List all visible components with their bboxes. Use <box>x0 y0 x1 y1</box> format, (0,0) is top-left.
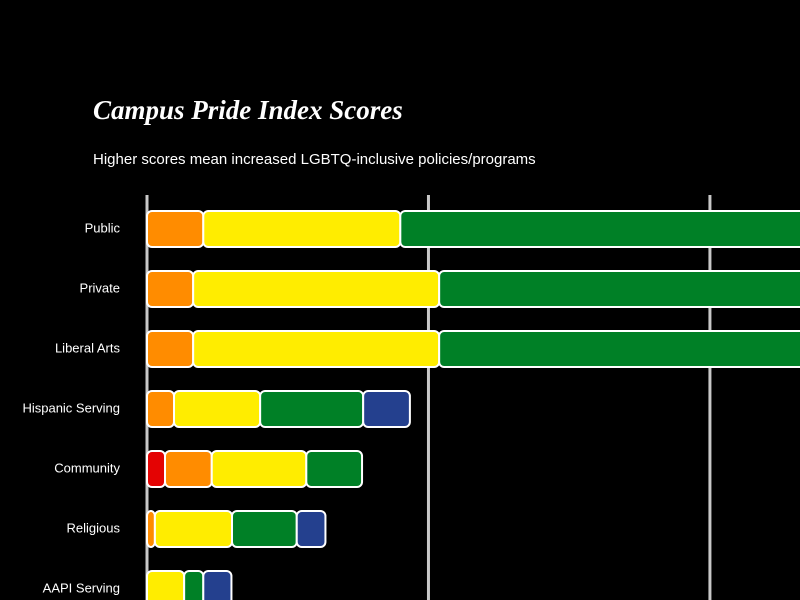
y-tick-label: Public <box>85 220 121 235</box>
y-tick-label: Community <box>54 460 120 475</box>
bar-segment <box>146 270 195 308</box>
bar-segment <box>259 390 365 428</box>
bar-segment <box>164 450 213 488</box>
bar-segment <box>192 270 441 308</box>
bar-segment <box>438 330 800 368</box>
bar-segment <box>438 270 800 308</box>
bar-segment <box>183 570 205 600</box>
bar-segment <box>362 390 411 428</box>
y-tick-label: Hispanic Serving <box>22 400 120 415</box>
bar-segment <box>153 510 234 548</box>
bar-segment <box>146 330 195 368</box>
bar-segment <box>146 570 186 600</box>
bar-segment <box>202 570 233 600</box>
bar-segment <box>192 330 441 368</box>
bar-segment <box>202 210 402 248</box>
y-tick-label: Private <box>80 280 120 295</box>
bar-segment <box>146 390 176 428</box>
bar-segment <box>399 210 800 248</box>
y-tick-label: AAPI Serving <box>43 580 120 595</box>
bar-segment <box>305 450 364 488</box>
y-tick-label: Liberal Arts <box>55 340 121 355</box>
bar-segment <box>146 210 205 248</box>
bar-segment <box>146 510 156 548</box>
chart-title: Campus Pride Index Scores <box>93 95 403 125</box>
bar-segment <box>210 450 308 488</box>
y-tick-label: Religious <box>67 520 121 535</box>
bar-segment <box>146 450 167 488</box>
bar-segment <box>295 510 327 548</box>
bar-segment <box>173 390 262 428</box>
bar-segment <box>231 510 298 548</box>
chart-subtitle: Higher scores mean increased LGBTQ-inclu… <box>93 151 536 168</box>
